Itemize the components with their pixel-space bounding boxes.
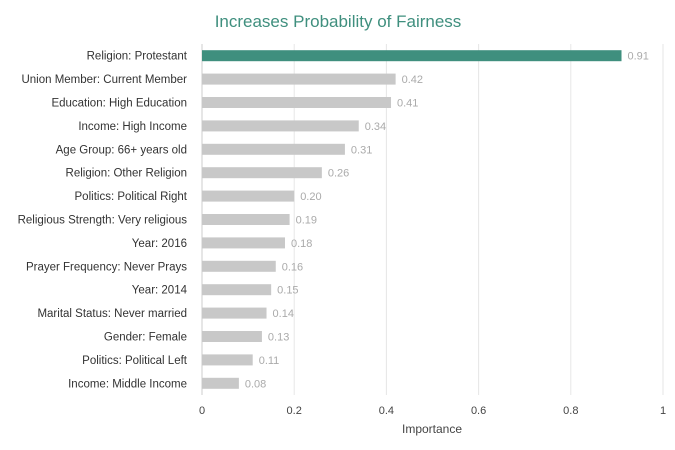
category-label: Religious Strength: Very religious (18, 215, 188, 227)
value-labels: 0.91 0.42 0.41 0.34 0.310.26 0.20 0.19 0.18 0.16… (245, 51, 649, 391)
category-label: Religion: Other Religion (66, 168, 187, 180)
category-label: Politics: Political Left (82, 355, 188, 367)
x-tick-label: 0.6 (471, 405, 486, 417)
category-label: Union Member: Current Member (21, 74, 187, 86)
bar (202, 73, 396, 85)
bar (202, 190, 295, 202)
value-label: 0.19 (296, 215, 317, 227)
x-tick-label: 0 (199, 405, 205, 417)
bars-layer (202, 50, 622, 389)
category-label: Income: Middle Income (68, 378, 187, 390)
value-label: 0.31 (351, 144, 372, 156)
category-label: Income: High Income (78, 121, 187, 133)
x-tick-label: 0.4 (379, 405, 394, 417)
bar (202, 50, 622, 62)
value-label: 0.11 (259, 355, 280, 367)
value-label: 0.18 (291, 238, 312, 250)
bar (202, 307, 267, 319)
bar (202, 260, 276, 272)
category-label: Age Group: 66+ years old (56, 144, 187, 156)
category-label: Prayer Frequency: Never Prays (26, 261, 187, 273)
category-label: Politics: Political Right (75, 191, 188, 203)
value-label: 0.20 (300, 191, 321, 203)
bar (202, 97, 392, 108)
category-label: Marital Status: Never married (37, 308, 187, 320)
bar (202, 354, 253, 366)
value-label: 0.91 (628, 51, 649, 63)
x-axis-title: Importance (402, 422, 462, 436)
value-label: 0.26 (328, 168, 349, 180)
x-tick-label: 1 (660, 405, 666, 417)
x-tick-label: 0.8 (563, 405, 578, 417)
chart-title: Increases Probability of Fairness (215, 12, 462, 31)
value-label: 0.13 (268, 332, 289, 344)
value-label: 0.08 (245, 378, 266, 390)
value-label: 0.34 (365, 121, 386, 133)
value-label: 0.15 (277, 285, 298, 297)
value-label: 0.41 (397, 98, 418, 110)
category-label: Education: High Education (51, 98, 187, 110)
bar (202, 120, 359, 132)
category-label: Year: 2016 (132, 238, 187, 250)
bar (202, 143, 345, 155)
value-label: 0.14 (273, 308, 294, 320)
value-label: 0.42 (402, 74, 423, 86)
bar (202, 377, 239, 389)
bar (202, 214, 290, 225)
x-axis-ticks: 0 0.2 0.4 0.6 0.8 1 (199, 405, 666, 417)
category-labels: Religion: Protestant Union Member: Curren… (18, 51, 188, 391)
bar (202, 167, 322, 179)
category-label: Year: 2014 (132, 285, 188, 297)
bar (202, 284, 272, 296)
x-tick-label: 0.2 (287, 405, 302, 417)
category-label: Religion: Protestant (87, 51, 188, 63)
bar (202, 331, 262, 342)
category-label: Gender: Female (104, 332, 187, 344)
value-label: 0.16 (282, 261, 303, 273)
bar (202, 237, 285, 249)
